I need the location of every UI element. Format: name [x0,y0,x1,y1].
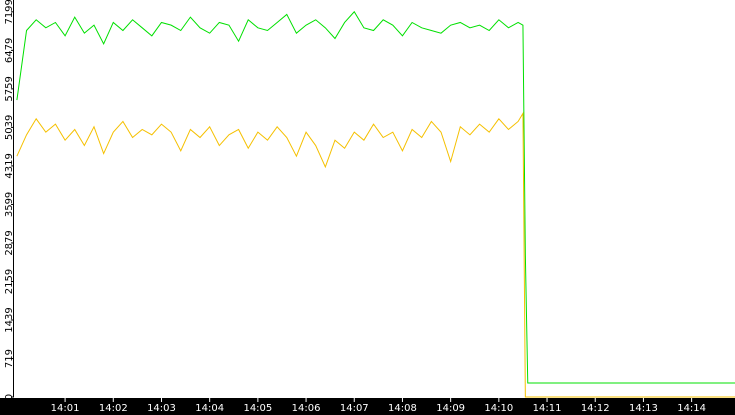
x-tick-label: 14:10 [484,403,513,414]
x-tick-label: 14:08 [388,403,417,414]
y-tick-label: 7199 [4,0,15,25]
x-tick-label: 14:03 [147,403,176,414]
x-tick-label: 14:11 [533,403,562,414]
x-tick-label: 14:01 [51,403,80,414]
y-tick-label: 5039 [4,115,15,140]
y-tick-label: 2159 [4,269,15,294]
y-tick-label: 3599 [4,192,15,217]
y-tick-label: 719 [4,349,15,368]
y-tick-label: 1439 [4,307,15,332]
x-tick-label: 14:14 [677,403,706,414]
y-tick-label: 0 [4,394,15,400]
x-tick-label: 14:04 [195,403,224,414]
x-tick-label: 14:02 [99,403,128,414]
series-line [16,10,735,384]
y-tick-label: 5759 [4,76,15,101]
y-tick-label: 4319 [4,153,15,178]
x-axis-bar [0,398,735,415]
y-tick-label: 6479 [4,38,15,63]
x-tick-label: 14:06 [292,403,321,414]
x-tick-label: 14:05 [243,403,272,414]
x-tick-label: 14:09 [436,403,465,414]
x-tick-label: 14:13 [629,403,658,414]
y-tick-label: 2879 [4,230,15,255]
x-tick-label: 14:07 [340,403,369,414]
series-line [16,111,735,398]
x-tick-label: 14:12 [581,403,610,414]
